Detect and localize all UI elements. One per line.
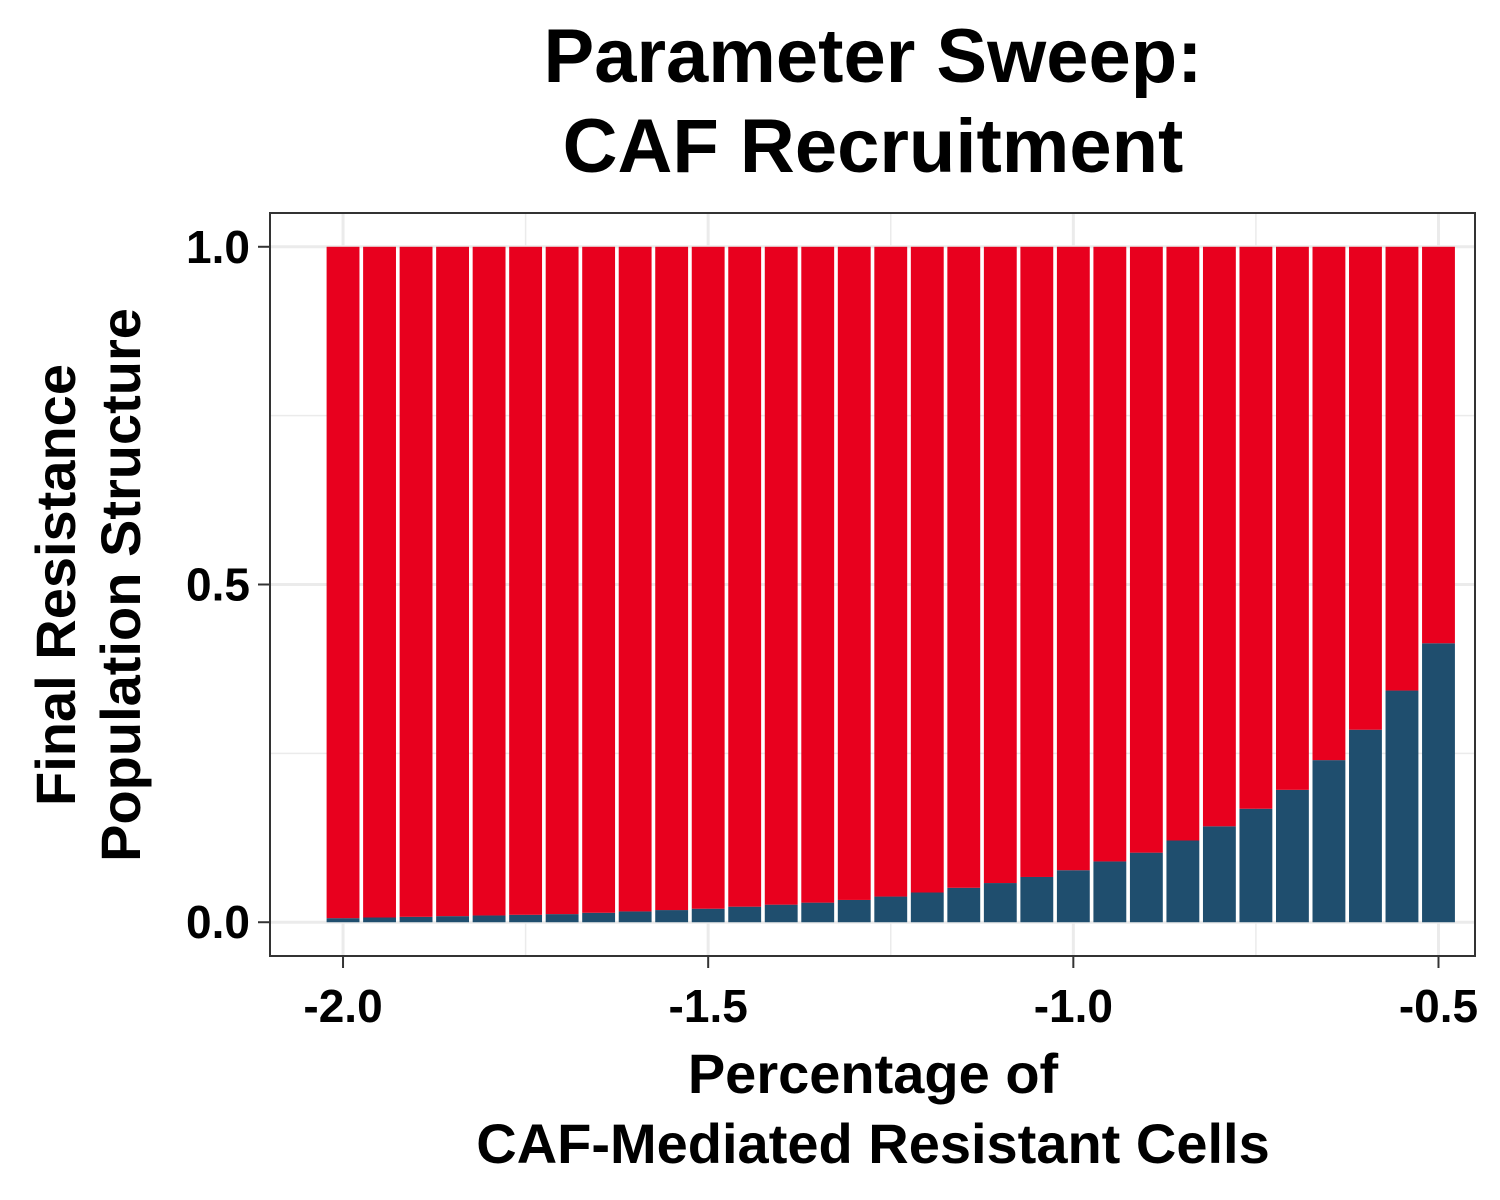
x-tick-label: -1.5 — [669, 980, 748, 1032]
bar-lower-segment — [399, 916, 433, 923]
bar-upper-segment — [545, 246, 579, 915]
x-tick-label: -2.0 — [303, 980, 382, 1032]
bar-lower-segment — [618, 911, 652, 923]
bar-lower-segment — [1166, 840, 1200, 923]
bar-upper-segment — [837, 246, 871, 900]
bar-lower-segment — [801, 902, 835, 923]
bar-lower-segment — [1093, 861, 1127, 923]
bar-lower-segment — [983, 883, 1017, 923]
bar-upper-segment — [509, 246, 543, 915]
x-axis-title-line-2: CAF-Mediated Resistant Cells — [476, 1112, 1270, 1175]
bar-upper-segment — [801, 246, 835, 903]
bar-lower-segment — [436, 916, 470, 923]
x-tick-label: -0.5 — [1399, 980, 1478, 1032]
bar-upper-segment — [874, 246, 908, 897]
bar-lower-segment — [691, 908, 725, 923]
bar-lower-segment — [910, 892, 944, 923]
bar-upper-segment — [1239, 246, 1273, 809]
bar-lower-segment — [764, 904, 798, 923]
bar-upper-segment — [1020, 246, 1054, 877]
bar-upper-segment — [1202, 246, 1236, 827]
bar-upper-segment — [472, 246, 506, 916]
bar-lower-segment — [1020, 876, 1054, 923]
bar-lower-segment — [509, 914, 543, 923]
axis-ticks: -2.0 -1.5 -1.0 -0.5 0.0 0.5 1.0 — [186, 221, 1478, 1032]
bar-upper-segment — [910, 246, 944, 893]
bar-upper-segment — [1166, 246, 1200, 841]
y-tick-label: 1.0 — [186, 221, 250, 273]
bar-upper-segment — [436, 246, 470, 917]
bar-lower-segment — [1129, 852, 1163, 923]
bar-upper-segment — [764, 246, 798, 905]
x-axis-title-line-1: Percentage of — [688, 1042, 1059, 1105]
chart-title-line-1: Parameter Sweep: — [544, 14, 1203, 99]
bar-lower-segment — [1422, 643, 1455, 923]
bar-lower-segment — [1056, 870, 1090, 923]
bar-lower-segment — [837, 899, 871, 923]
y-axis-title-line-2: Population Structure — [89, 308, 152, 862]
bar-lower-segment — [728, 906, 762, 923]
bar-lower-segment — [874, 896, 908, 923]
bar-lower-segment — [1239, 808, 1273, 923]
bar-lower-segment — [582, 912, 616, 923]
bar-upper-segment — [363, 246, 396, 918]
bar-upper-segment — [1422, 246, 1455, 644]
bar-lower-segment — [655, 910, 689, 923]
bar-upper-segment — [983, 246, 1017, 884]
bar-upper-segment — [691, 246, 725, 909]
bar-lower-segment — [545, 914, 579, 923]
bar-upper-segment — [1312, 246, 1346, 761]
chart-title-line-2: CAF Recruitment — [563, 104, 1184, 189]
bar-upper-segment — [1129, 246, 1163, 853]
bar-lower-segment — [1385, 690, 1419, 923]
bar-lower-segment — [947, 887, 981, 923]
bar-lower-segment — [472, 915, 506, 923]
y-axis-title-line-1: Final Resistance — [24, 364, 87, 806]
bar-upper-segment — [1275, 246, 1309, 790]
bar-upper-segment — [1349, 246, 1382, 730]
bar-upper-segment — [655, 246, 689, 911]
bar-upper-segment — [1385, 246, 1419, 691]
bar-upper-segment — [947, 246, 981, 888]
bar-upper-segment — [1093, 246, 1127, 862]
bar-upper-segment — [582, 246, 616, 913]
bar-upper-segment — [618, 246, 652, 912]
y-tick-label: 0.5 — [186, 559, 250, 611]
bar-upper-segment — [1056, 246, 1090, 871]
bar-lower-segment — [363, 917, 396, 923]
bar-lower-segment — [1312, 760, 1346, 923]
bar-lower-segment — [1349, 729, 1382, 923]
bar-lower-segment — [1202, 826, 1236, 923]
bars — [326, 246, 1455, 923]
bar-lower-segment — [326, 918, 360, 923]
bar-upper-segment — [399, 246, 433, 917]
bar-upper-segment — [326, 246, 360, 919]
bar-upper-segment — [728, 246, 762, 907]
x-tick-label: -1.0 — [1034, 980, 1113, 1032]
bar-lower-segment — [1275, 789, 1309, 923]
y-tick-label: 0.0 — [186, 896, 250, 948]
